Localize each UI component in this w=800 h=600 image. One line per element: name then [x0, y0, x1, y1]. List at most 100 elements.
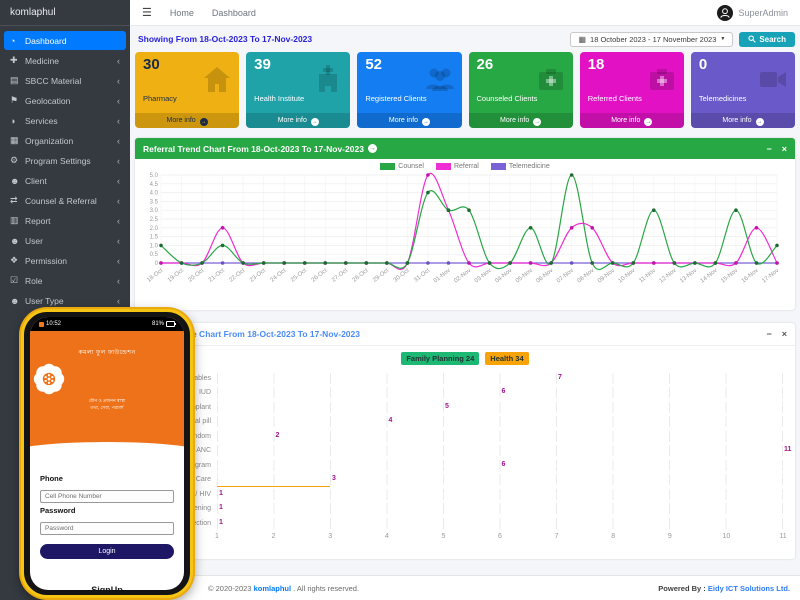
- sidebar-item-organization[interactable]: ▦ Organization ‹: [4, 131, 126, 150]
- nav-link-home[interactable]: Home: [169, 7, 194, 18]
- chevron-left-icon: ‹: [117, 75, 120, 86]
- legend-badge-health-34[interactable]: Health 34: [485, 352, 529, 365]
- password-input[interactable]: [40, 522, 174, 535]
- sidebar-item-report[interactable]: ▥ Report ‹: [4, 211, 126, 230]
- video-icon: [760, 72, 787, 87]
- footer-brand-link[interactable]: komlaphul: [253, 584, 292, 593]
- header-arrow-icon[interactable]: →: [367, 144, 377, 153]
- svg-text:23-Oct: 23-Oct: [249, 268, 267, 284]
- svg-text:19-Oct: 19-Oct: [167, 268, 185, 284]
- phone-mockup: 10:52 81% কমলা ফুল ফাউন্ডেশন: [21, 309, 193, 598]
- sidebar-item-client[interactable]: ☻ Client ‹: [4, 171, 126, 190]
- svg-text:18-Oct: 18-Oct: [146, 268, 164, 284]
- stat-value: 0: [698, 56, 708, 73]
- search-button[interactable]: Search: [739, 31, 795, 47]
- sidebar-item-label: Report: [25, 215, 51, 226]
- stat-cards-row: 30 Pharmacy More info → 39 Health Institute M…: [135, 52, 796, 128]
- minimize-icon[interactable]: −: [766, 143, 772, 154]
- sidebar-item-program-settings[interactable]: ⚙ Program Settings ‹: [4, 151, 126, 170]
- program-settings-icon: ⚙: [10, 155, 19, 165]
- phone-input[interactable]: [40, 490, 174, 503]
- more-info-button[interactable]: More info →: [468, 113, 573, 128]
- phone-statusbar: 10:52 81%: [30, 317, 184, 331]
- arrow-right-icon: →: [199, 118, 208, 126]
- powered-by-text: Powered By : Eidy ICT Solutions Ltd.: [658, 584, 790, 593]
- legend-badge-family-planning-24[interactable]: Family Planning 24: [401, 352, 480, 365]
- sidebar-item-role[interactable]: ☑ Role ‹: [4, 271, 126, 290]
- more-info-label: More info: [611, 117, 643, 124]
- bar-value-label: 5: [445, 402, 449, 410]
- menu-toggle-icon[interactable]: ☰: [142, 7, 152, 19]
- legend-swatch: [380, 163, 396, 170]
- x-tick-label: 1: [215, 532, 219, 540]
- minimize-icon[interactable]: −: [766, 329, 772, 339]
- counsel-referral-icon: ⇄: [10, 195, 18, 205]
- more-info-button[interactable]: More info →: [357, 113, 462, 128]
- more-info-button[interactable]: More info →: [690, 113, 796, 128]
- role-icon: ☑: [10, 275, 19, 285]
- sidebar-item-medicine[interactable]: ✚ Medicine ‹: [4, 51, 126, 70]
- sidebar-item-user[interactable]: ☻ User ‹: [4, 231, 126, 250]
- x-tick-label: 11: [779, 532, 787, 540]
- bar-row-sti-hiv: STI/ HIV 1: [135, 487, 795, 502]
- caret-down-icon: ▼: [720, 36, 726, 42]
- nav-link-dashboard[interactable]: Dashboard: [211, 7, 256, 18]
- date-range-picker[interactable]: ▦ 18 October 2023 - 17 November 2023 ▼: [570, 31, 734, 47]
- svg-text:08-Nov: 08-Nov: [576, 268, 595, 285]
- type-bar-chart: Injectables 7 IUD 6 Implant 5 Oral pill 4 Condom…: [135, 371, 795, 531]
- more-info-button[interactable]: More info →: [579, 113, 684, 128]
- bar-track: 3: [217, 474, 783, 488]
- svg-text:26-Oct: 26-Oct: [311, 268, 329, 284]
- more-info-button[interactable]: More info →: [135, 113, 240, 128]
- sidebar-item-user-type[interactable]: ☻ User Type ‹: [4, 291, 126, 310]
- bar-row-injectables: Injectables 7: [135, 371, 795, 386]
- svg-text:30-Oct: 30-Oct: [393, 268, 411, 284]
- showing-range-label: Showing From 18-Oct-2023 To 17-Nov-2023: [138, 34, 313, 44]
- sidebar-item-sbcc-material[interactable]: ▤ SBCC Material ‹: [4, 71, 126, 90]
- bar-category-label: IUD: [198, 389, 211, 397]
- permission-icon: ❖: [10, 255, 19, 265]
- person-icon: [717, 5, 733, 20]
- chevron-left-icon: ‹: [117, 235, 120, 246]
- user-icon: ☻: [10, 235, 20, 246]
- user-avatar[interactable]: [717, 4, 734, 21]
- close-icon[interactable]: ×: [781, 143, 787, 154]
- sidebar-item-label: Program Settings: [25, 155, 91, 166]
- sidebar-item-label: Geolocation: [25, 95, 71, 106]
- svg-text:0.5: 0.5: [150, 252, 159, 258]
- more-info-label: More info: [722, 117, 754, 124]
- bar-value-label: 6: [501, 388, 506, 396]
- bar-track: 1: [217, 503, 783, 515]
- chevron-left-icon: ‹: [117, 55, 120, 66]
- legend-item-referral[interactable]: Referral: [435, 163, 479, 170]
- svg-text:22-Oct: 22-Oct: [228, 268, 246, 284]
- legend-label: Referral: [453, 163, 479, 170]
- sidebar-item-services[interactable]: ◑ Services ‹: [4, 111, 126, 130]
- stat-card-referred-clients: 18 Referred Clients More info →: [579, 52, 684, 128]
- sidebar-item-geolocation[interactable]: ⚑ Geolocation ‹: [4, 91, 126, 110]
- svg-text:14-Nov: 14-Nov: [700, 268, 719, 285]
- stat-label: Registered Clients: [365, 94, 427, 103]
- login-button[interactable]: Login: [40, 544, 174, 559]
- arrow-right-icon: →: [421, 118, 430, 126]
- legend-item-telemedicine[interactable]: Telemedicine: [490, 163, 550, 170]
- svg-text:3.0: 3.0: [150, 208, 159, 214]
- x-tick-label: 3: [328, 532, 333, 540]
- sidebar-item-counsel-referral[interactable]: ⇄ Counsel & Referral ‹: [4, 191, 126, 210]
- username-label[interactable]: SuperAdmin: [738, 7, 788, 18]
- phone-hero: কমলা ফুল ফাউন্ডেশন: [30, 331, 184, 466]
- chevron-left-icon: ‹: [117, 215, 120, 226]
- close-icon[interactable]: ×: [781, 329, 787, 339]
- legend-item-counsel[interactable]: Counsel: [380, 163, 424, 170]
- sidebar-item-dashboard[interactable]: ◔ Dashboard: [4, 31, 126, 50]
- search-icon: [748, 35, 757, 43]
- sidebar-item-permission[interactable]: ❖ Permission ‹: [4, 251, 126, 270]
- brand[interactable]: komlaphul: [0, 0, 130, 26]
- signup-link[interactable]: SignUp: [91, 585, 123, 590]
- bar-row-implant: Implant 5: [135, 400, 795, 415]
- powered-by-link[interactable]: Eidy ICT Solutions Ltd.: [707, 584, 790, 593]
- more-info-button[interactable]: More info →: [246, 113, 351, 128]
- sidebar-item-label: User: [25, 235, 43, 246]
- bar-track: 7: [217, 372, 783, 384]
